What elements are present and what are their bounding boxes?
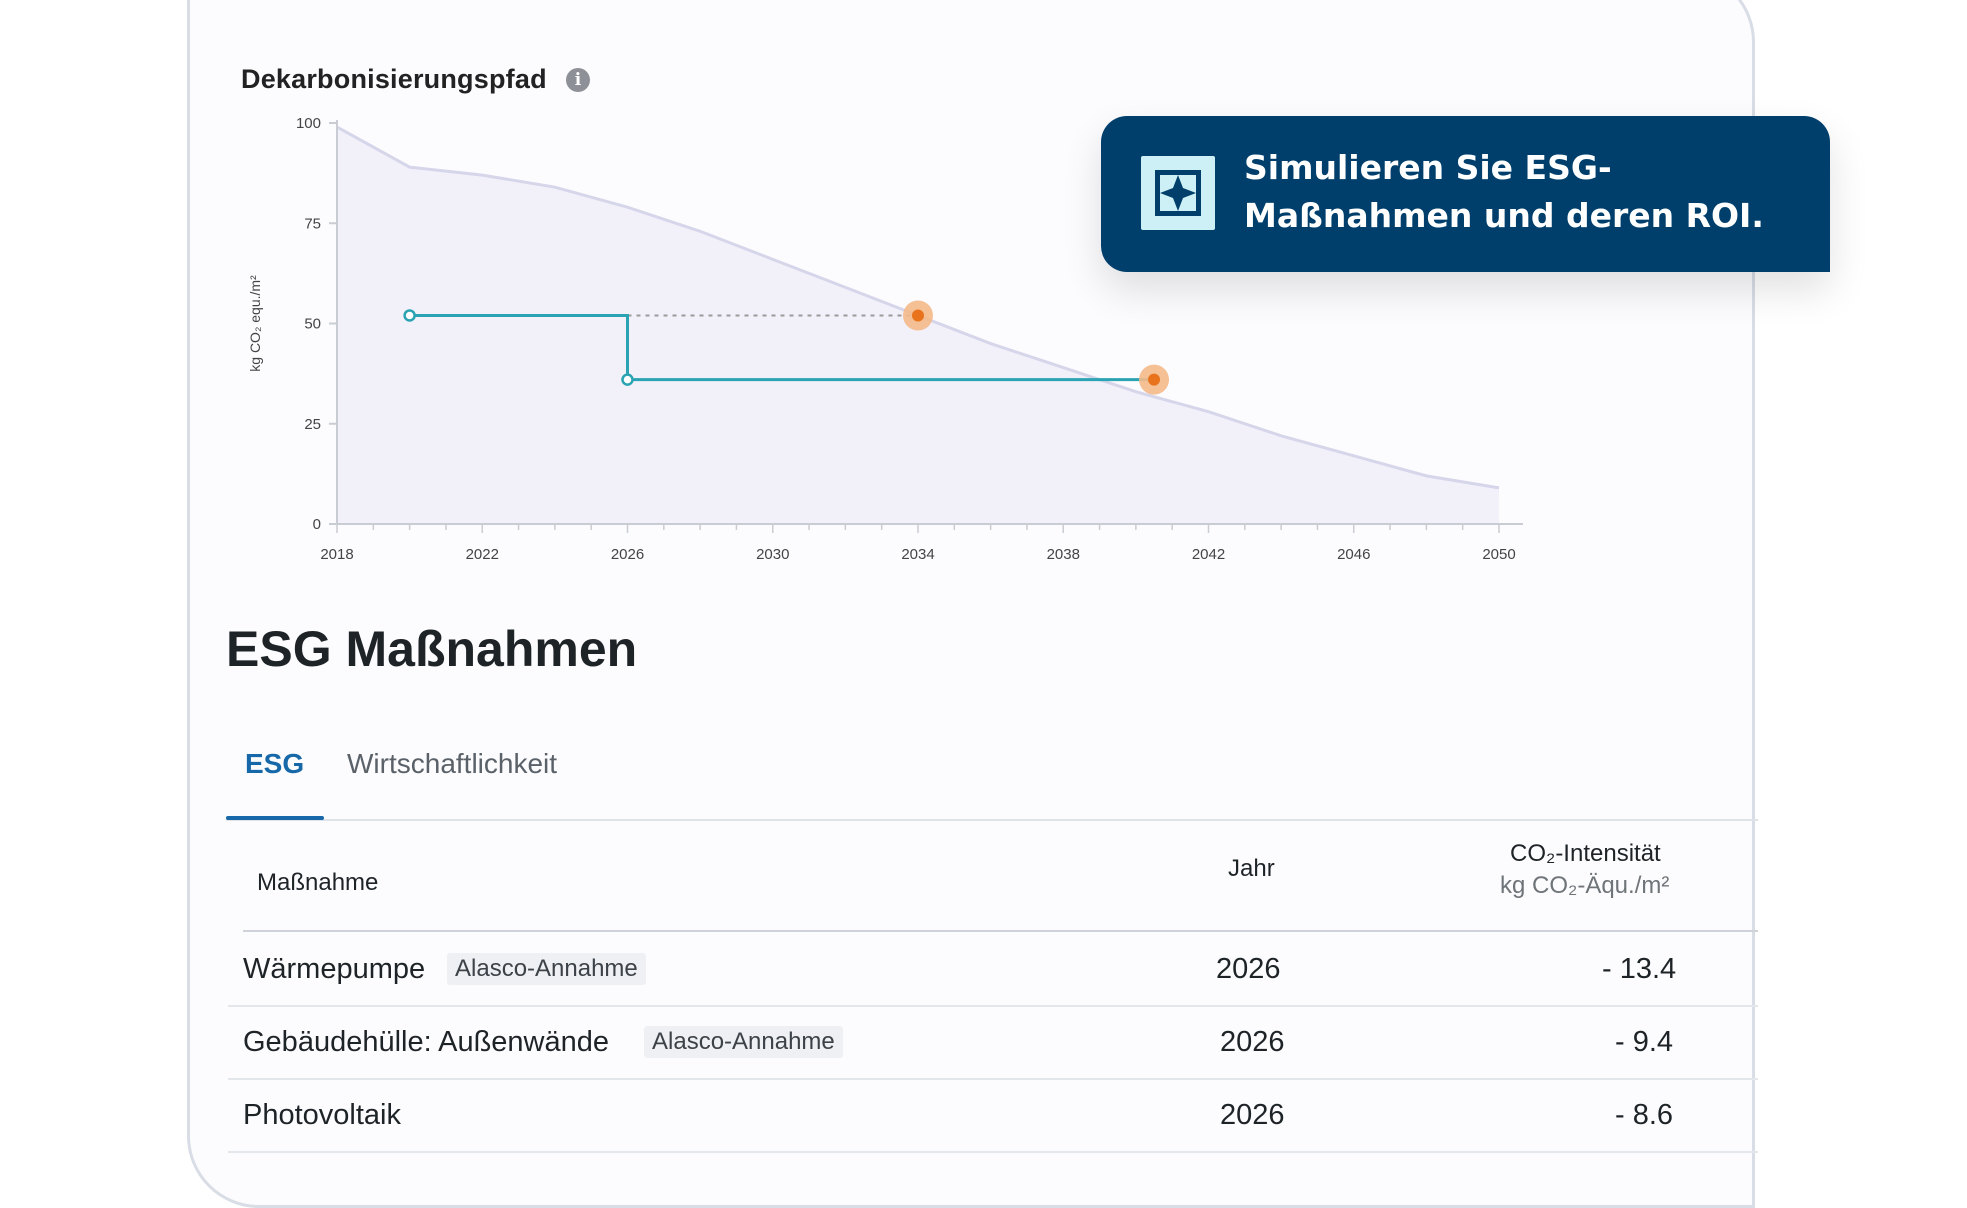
tab-divider: [226, 819, 1758, 821]
step-point: [403, 309, 416, 322]
year-cell: 2026: [1220, 1099, 1285, 1131]
x-tick-label: 2022: [466, 546, 499, 563]
target-point: [1148, 373, 1161, 386]
section-title: ESG Maßnahmen: [226, 621, 638, 677]
row-divider: [228, 1151, 1758, 1153]
x-tick-label: 2050: [1482, 546, 1515, 563]
tab-esg[interactable]: ESG: [245, 748, 305, 779]
column-header-intensity-unit: kg CO₂-Äqu./m²: [1500, 872, 1670, 899]
target-point: [912, 309, 924, 322]
decarbonization-chart: 0 25 50 75 100 2018 2022 2026 2030 2034 2038 2042 20…: [247, 115, 1523, 563]
x-tick-label: 2038: [1047, 546, 1080, 563]
row-divider: [228, 1078, 1758, 1080]
measure-cell: Photovoltaik: [243, 1099, 401, 1131]
tab-wirtschaftlichkeit[interactable]: Wirtschaftlichkeit: [347, 748, 558, 779]
y-tick-label: 75: [304, 215, 321, 232]
row-divider: [228, 1005, 1758, 1007]
x-tick-label: 2042: [1192, 546, 1225, 563]
column-header-intensity[interactable]: CO₂-Intensität: [1510, 840, 1661, 867]
year-cell: 2026: [1220, 1026, 1285, 1058]
measure-cell: Gebäudehülle: Außenwände: [243, 1026, 610, 1058]
measure-cell: Wärmepumpe: [243, 953, 426, 985]
alasco-logo-icon: [1141, 156, 1215, 230]
intensity-cell: - 13.4: [1602, 953, 1677, 985]
y-tick-label: 25: [304, 416, 321, 433]
assumption-badge: Alasco-Annahme: [644, 1026, 843, 1058]
y-tick-label: 50: [304, 316, 321, 333]
intensity-cell: - 9.4: [1615, 1026, 1674, 1058]
x-tick-label: 2026: [611, 546, 644, 563]
x-tick-label: 2046: [1337, 546, 1370, 563]
y-axis-title: kg CO₂ equ./m²: [247, 275, 263, 372]
chart-title: Dekarbonisierungspfad: [241, 64, 547, 94]
x-tick-label: 2030: [756, 546, 789, 563]
column-header-measure[interactable]: Maßnahme: [257, 869, 379, 896]
y-tick-label: 0: [313, 516, 321, 533]
measure-step-line: [409, 313, 1155, 382]
callout-text: Simulieren Sie ESG-Maßnahmen und deren R…: [1244, 148, 1764, 235]
column-header-year[interactable]: Jahr: [1228, 855, 1275, 882]
year-cell: 2026: [1216, 953, 1281, 985]
table-header-divider: [243, 930, 1758, 932]
intensity-cell: - 8.6: [1615, 1099, 1674, 1131]
step-point: [621, 373, 634, 386]
active-tab-indicator: [226, 816, 324, 820]
assumption-badge: Alasco-Annahme: [447, 953, 646, 985]
x-tick-label: 2018: [320, 546, 353, 563]
x-tick-label: 2034: [901, 546, 934, 563]
y-tick-label: 100: [296, 115, 321, 132]
callout-banner: Simulieren Sie ESG-Maßnahmen und deren R…: [1101, 116, 1830, 272]
info-icon[interactable]: i: [566, 68, 590, 92]
